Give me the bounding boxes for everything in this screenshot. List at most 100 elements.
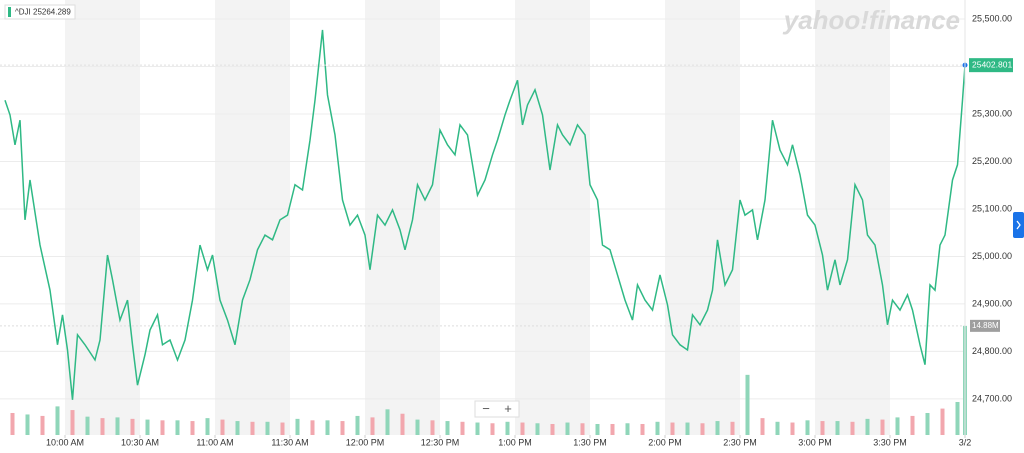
volume-bar xyxy=(955,401,960,435)
volume-bar xyxy=(115,417,120,435)
time-band xyxy=(815,0,890,435)
zoom-box xyxy=(474,400,520,418)
volume-bar xyxy=(430,420,435,435)
x-tick-label: 1:00 PM xyxy=(498,437,532,447)
y-tick-label: 24,900.00 xyxy=(972,298,1012,308)
volume-bar xyxy=(565,422,570,435)
volume-bar xyxy=(220,419,225,435)
y-tick-label: 24,800.00 xyxy=(972,346,1012,356)
x-tick-label: 2:30 PM xyxy=(723,437,757,447)
volume-last-label: 14.88M xyxy=(972,321,999,330)
volume-bar xyxy=(85,416,90,435)
price-line xyxy=(4,29,966,400)
y-tick-label: 25,500.00 xyxy=(972,13,1012,23)
volume-bar xyxy=(790,422,795,435)
volume-bar xyxy=(850,421,855,435)
volume-bar xyxy=(520,422,525,435)
time-band xyxy=(215,0,290,435)
time-band xyxy=(515,0,590,435)
x-tick-label: 1:30 PM xyxy=(573,437,607,447)
volume-bar xyxy=(670,422,675,435)
volume-bar xyxy=(310,420,315,435)
x-tick-label: 3/2 xyxy=(959,437,972,447)
volume-bar xyxy=(460,421,465,435)
volume-bar xyxy=(835,421,840,435)
volume-bar xyxy=(70,410,75,435)
header-box xyxy=(4,4,76,20)
volume-bar xyxy=(685,422,690,435)
volume-bar xyxy=(925,412,930,435)
volume-bar xyxy=(865,418,870,435)
volume-bar xyxy=(415,419,420,435)
volume-bar xyxy=(550,423,555,435)
side-tab[interactable] xyxy=(1013,212,1024,238)
volume-bar xyxy=(100,418,105,435)
volume-bar xyxy=(325,420,330,435)
y-tick-label: 25,000.00 xyxy=(972,251,1012,261)
volume-bar xyxy=(610,423,615,435)
header-value: 25264.289 xyxy=(33,8,71,17)
volume-bar xyxy=(400,413,405,435)
volume-bar xyxy=(55,406,60,435)
volume-bar xyxy=(625,423,630,435)
volume-bar xyxy=(130,418,135,435)
volume-bar xyxy=(295,418,300,435)
brand-logo: yahoo!finance xyxy=(782,5,960,35)
x-tick-label: 12:30 PM xyxy=(421,437,460,447)
volume-bar xyxy=(775,421,780,435)
volume-bar xyxy=(595,423,600,435)
volume-bar xyxy=(820,421,825,435)
zoom-in[interactable]: + xyxy=(504,401,512,416)
volume-bar xyxy=(160,420,165,435)
volume-bar xyxy=(205,418,210,435)
x-tick-label: 11:30 AM xyxy=(271,437,308,447)
volume-bar xyxy=(25,414,30,435)
volume-bar xyxy=(475,422,480,435)
volume-bar xyxy=(910,415,915,435)
volume-bar xyxy=(760,418,765,435)
volume-bar xyxy=(355,415,360,435)
volume-bar xyxy=(265,421,270,435)
x-tick-label: 3:30 PM xyxy=(873,437,907,447)
volume-bar xyxy=(535,423,540,435)
volume-bar xyxy=(10,412,15,435)
header-swatch xyxy=(8,7,11,17)
volume-bar xyxy=(580,423,585,435)
volume-bar xyxy=(235,421,240,435)
volume-bar xyxy=(700,423,705,435)
volume-bar xyxy=(640,423,645,435)
volume-bar xyxy=(385,409,390,435)
ticker: ^DJI xyxy=(15,8,31,17)
last-price-label: 25402.801 xyxy=(972,59,1012,69)
x-tick-label: 3:00 PM xyxy=(798,437,832,447)
side-tab-arrow xyxy=(1016,220,1021,230)
volume-bar xyxy=(145,419,150,435)
volume-bar xyxy=(490,423,495,435)
volume-bar xyxy=(370,417,375,435)
x-tick-label: 11:00 AM xyxy=(196,437,233,447)
volume-bar xyxy=(280,422,285,435)
x-tick-label: 10:00 AM xyxy=(46,437,84,447)
volume-bar xyxy=(250,421,255,435)
time-band xyxy=(665,0,740,435)
volume-bar xyxy=(190,421,195,435)
volume-bar xyxy=(175,420,180,435)
volume-bar xyxy=(445,421,450,435)
y-tick-label: 25,200.00 xyxy=(972,156,1012,166)
volume-bar xyxy=(880,419,885,435)
time-band xyxy=(65,0,140,435)
y-tick-label: 25,300.00 xyxy=(972,108,1012,118)
y-tick-label: 24,700.00 xyxy=(972,393,1012,403)
volume-bar xyxy=(745,374,750,435)
x-tick-label: 12:00 PM xyxy=(346,437,385,447)
volume-bar xyxy=(715,421,720,435)
volume-bar xyxy=(895,417,900,435)
x-tick-label: 10:30 AM xyxy=(121,437,159,447)
zoom-out[interactable]: − xyxy=(482,401,490,416)
y-tick-label: 25,100.00 xyxy=(972,203,1012,213)
volume-bar xyxy=(655,421,660,435)
volume-bar xyxy=(340,421,345,435)
last-price-tag xyxy=(969,58,1013,73)
